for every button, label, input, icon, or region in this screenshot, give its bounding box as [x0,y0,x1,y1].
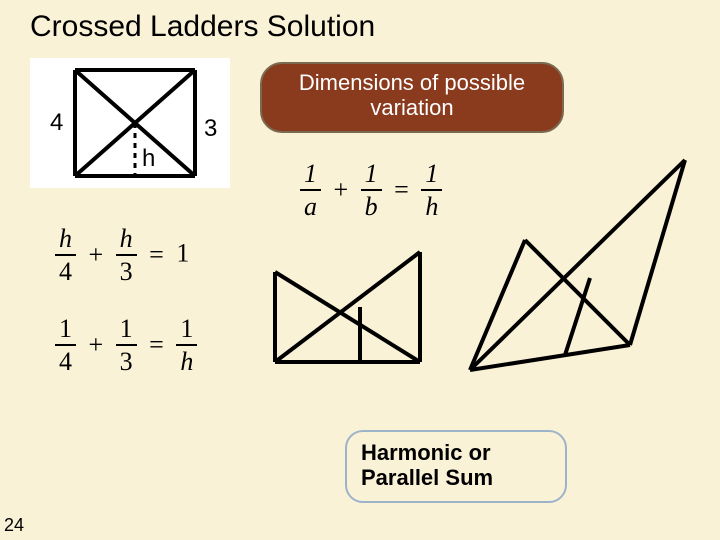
variant-diagram-1 [260,242,440,372]
harmonic-callout: Harmonic or Parallel Sum [345,430,567,503]
harmonic-line1: Harmonic or [361,440,491,465]
variation-callout: Dimensions of possible variation [260,62,564,133]
variant-diagram-2 [460,150,690,375]
equation-general: 1a + 1b = 1h [300,160,442,221]
equation-reciprocal: 14 + 13 = 1h [55,315,197,376]
slide-number: 24 [4,515,24,536]
harmonic-line2: Parallel Sum [361,465,493,490]
fig1-h-label: h [142,145,155,172]
fig1-left-label: 4 [50,109,63,136]
equation-h-sum: h4 + h3 = 1 [55,225,189,286]
crossed-ladders-figure: 4 3 h [30,58,230,188]
slide-title: Crossed Ladders Solution [30,10,375,44]
fig1-right-label: 3 [204,115,217,142]
